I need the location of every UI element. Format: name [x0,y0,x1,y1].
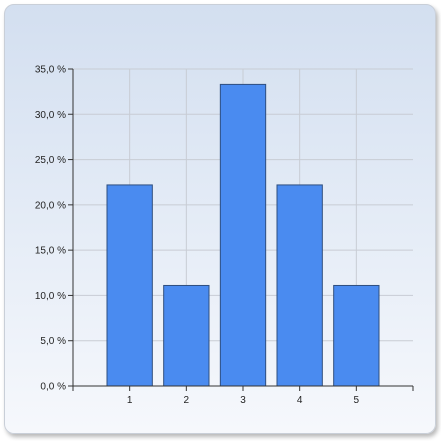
axes [68,68,414,391]
x-tick-label: 2 [184,395,190,406]
y-tick-label: 25,0 % [35,155,66,166]
bar-5 [333,284,380,387]
chart-panel: 0,0 % 5,0 % 10,0 % 15,0 % 20,0 % 25,0 % 30,0 %… [4,4,436,434]
bar-2 [163,284,210,387]
bar-1 [106,184,153,387]
bar-chart: 0,0 % 5,0 % 10,0 % 15,0 % 20,0 % 25,0 % 30,0 %… [35,65,414,407]
bar-4 [276,184,323,387]
x-tick-label: 1 [127,395,133,406]
y-tick-label: 30,0 % [35,110,66,121]
x-tick-label: 4 [297,395,303,406]
y-tick-label: 0,0 % [40,382,66,393]
y-tick-label: 20,0 % [35,200,66,211]
y-tick-label: 5,0 % [40,336,66,347]
x-tick-label: 5 [354,395,360,406]
tick-labels: 0,0 % 5,0 % 10,0 % 15,0 % 20,0 % 25,0 % 30,0 %… [35,65,360,407]
y-tick-label: 35,0 % [35,65,66,76]
x-tick-label: 3 [240,395,246,406]
bars [106,83,380,387]
y-tick-label: 15,0 % [35,246,66,257]
bar-3 [219,83,267,387]
y-tick-label: 10,0 % [35,291,66,302]
